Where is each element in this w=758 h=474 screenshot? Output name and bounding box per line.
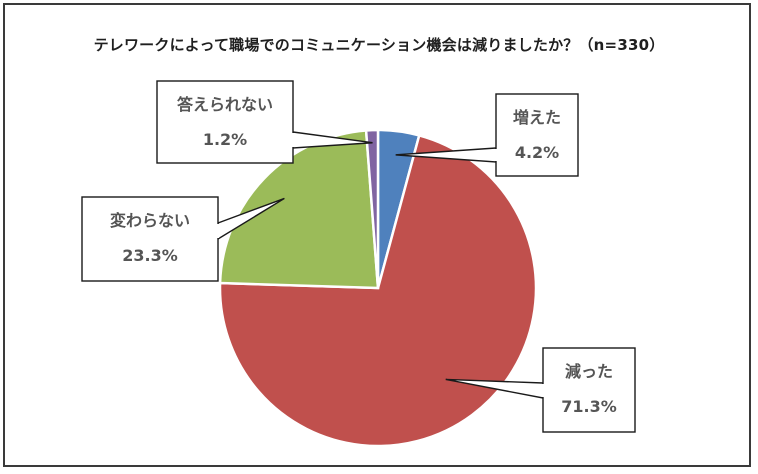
callout-label-0: 増えた xyxy=(513,108,561,127)
callout-value-2: 23.3% xyxy=(122,246,178,265)
callout-box-2 xyxy=(81,196,219,282)
pie-slice-2 xyxy=(218,129,380,290)
callout-label-1: 減った xyxy=(565,362,613,381)
callout-box-3 xyxy=(156,80,294,164)
pie-slice-3 xyxy=(364,128,380,289)
callout-0: 増えた 4.2% xyxy=(395,93,579,177)
callout-box-0 xyxy=(495,93,579,177)
pie-slices xyxy=(218,128,538,448)
callout-1: 減った 71.3% xyxy=(445,347,636,433)
callout-value-3: 1.2% xyxy=(203,130,247,149)
pie-slice-1 xyxy=(218,133,538,448)
callout-3: 答えられない 1.2% xyxy=(156,80,373,164)
callout-value-1: 71.3% xyxy=(561,397,617,416)
callout-label-3: 答えられない xyxy=(177,95,273,114)
pie-callouts: 増えた 4.2% 減った 71.3% 変わらない 23.3% 答えられない 1.2% xyxy=(81,80,636,433)
callout-value-0: 4.2% xyxy=(515,143,559,162)
callout-label-2: 変わらない xyxy=(110,211,190,230)
callout-2: 変わらない 23.3% xyxy=(81,196,285,282)
chart-title: テレワークによって職場でのコミュニケーション機会は減りましたか？（n=330） xyxy=(93,36,665,54)
callout-box-1 xyxy=(542,347,636,433)
